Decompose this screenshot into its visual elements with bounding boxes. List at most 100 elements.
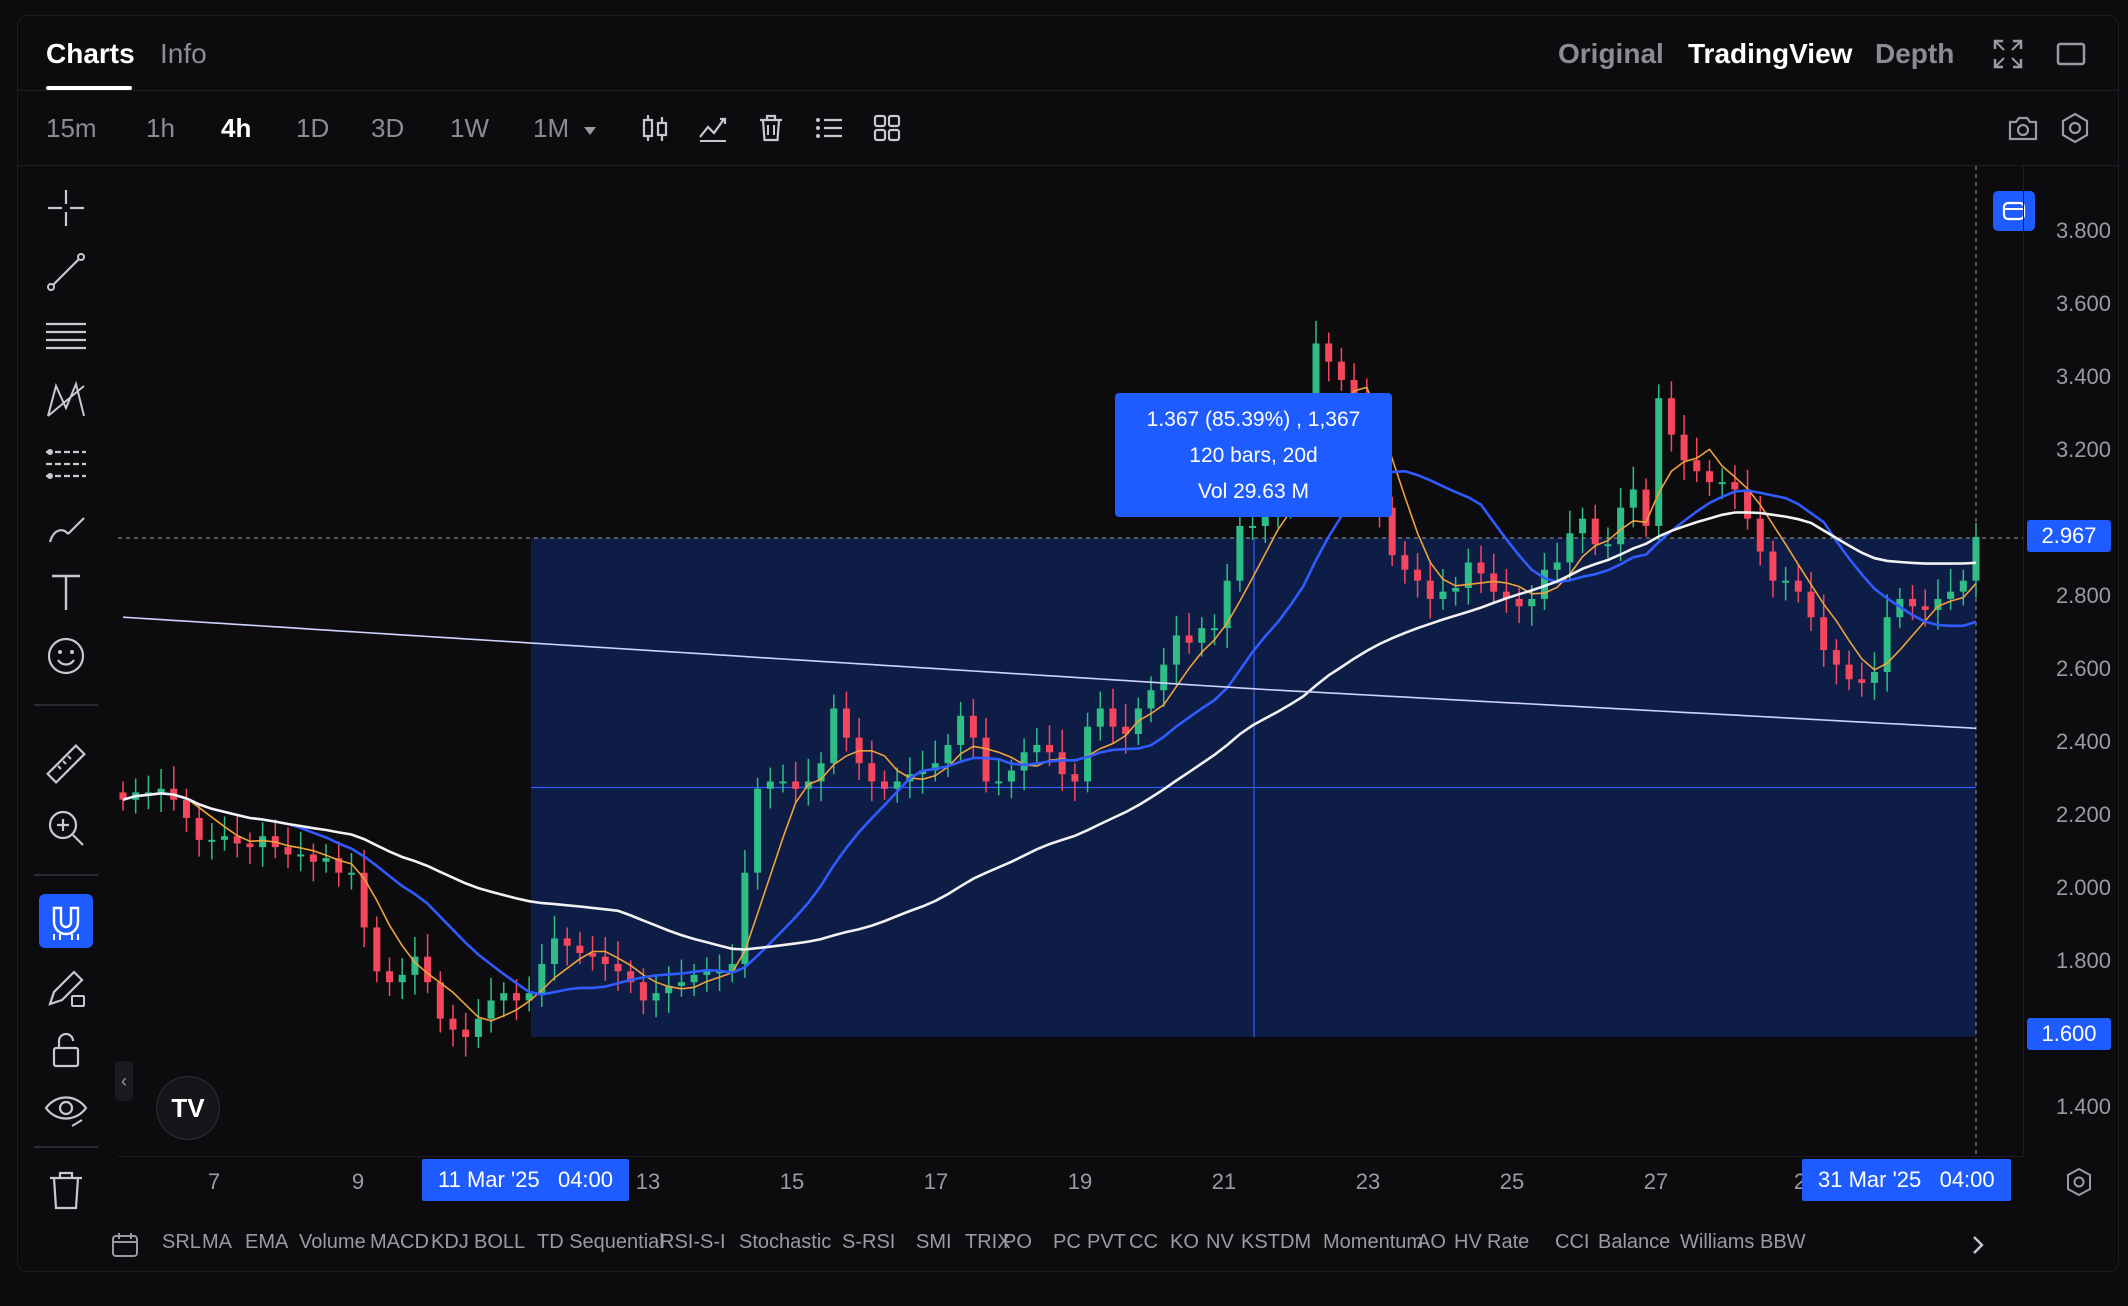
ruler-icon[interactable] (42, 740, 90, 788)
interval-15m[interactable]: 15m (46, 113, 97, 143)
indicator-bbw[interactable]: BBW (1760, 1231, 1806, 1253)
indicator-nv[interactable]: NV (1206, 1231, 1234, 1253)
scroll-to-realtime-button[interactable] (1993, 191, 2035, 231)
indicator-williams[interactable]: Williams (1680, 1231, 1755, 1253)
indicator-dm[interactable]: DM (1280, 1231, 1312, 1253)
emoji-icon[interactable] (42, 632, 90, 680)
edit-lock-icon[interactable] (42, 964, 90, 1012)
axis-settings-icon[interactable] (2063, 1166, 2095, 1198)
candle-body (538, 963, 546, 994)
candle-body (487, 1000, 495, 1019)
trend-line-icon[interactable] (42, 248, 90, 296)
indicator-po[interactable]: PO (1003, 1231, 1032, 1253)
interval-1M[interactable]: 1M (533, 113, 570, 143)
candle-body (690, 974, 698, 983)
interval-3D[interactable]: 3D (371, 113, 405, 143)
indicator-pc[interactable]: PC (1053, 1231, 1081, 1253)
candle-body (157, 788, 165, 793)
candle-body (665, 985, 673, 994)
indicator-cci[interactable]: CCI (1555, 1231, 1590, 1253)
indicator-rate[interactable]: Rate (1487, 1231, 1530, 1253)
fib-retracement-icon[interactable] (42, 440, 90, 488)
indicator-smi[interactable]: SMI (916, 1231, 952, 1253)
interval-1D[interactable]: 1D (296, 113, 330, 143)
crosshair-icon[interactable] (42, 184, 90, 232)
indicator-volume[interactable]: Volume (299, 1231, 366, 1253)
view-depth[interactable]: Depth (1875, 38, 1955, 69)
candle-body (1858, 679, 1866, 683)
candle-body (1147, 690, 1155, 709)
layout-grid-icon[interactable] (870, 111, 904, 145)
tab-charts[interactable]: Charts (46, 38, 135, 69)
indicator-ao[interactable]: AO (1417, 1231, 1446, 1253)
brush-icon[interactable] (42, 504, 90, 552)
indicator-kdj[interactable]: KDJ (431, 1231, 469, 1253)
fullscreen-icon[interactable] (1990, 36, 2026, 72)
ma-slow-line (122, 511, 1977, 951)
candle-body (246, 843, 254, 848)
candle-type-icon[interactable] (638, 111, 672, 145)
indicator-s-rsi[interactable]: S-RSI (842, 1231, 896, 1253)
indicator-hv[interactable]: HV (1454, 1231, 1482, 1253)
indicator-balance[interactable]: Balance (1598, 1231, 1671, 1253)
price-label: 3.800 (2055, 218, 2111, 243)
view-original[interactable]: Original (1558, 38, 1664, 69)
indicator-ko[interactable]: KO (1170, 1231, 1199, 1253)
interval-4h[interactable]: 4h (221, 113, 252, 143)
indicator-ma[interactable]: MA (202, 1231, 232, 1253)
view-tradingview[interactable]: TradingView (1688, 38, 1853, 69)
pattern-icon[interactable] (42, 376, 90, 424)
candle-body (703, 971, 711, 975)
candle-body (1629, 489, 1637, 508)
list-icon[interactable] (812, 111, 846, 145)
chevron-right-icon[interactable] (1970, 1234, 1986, 1256)
chevron-down-icon[interactable] (582, 125, 598, 137)
calendar-icon[interactable] (110, 1231, 140, 1259)
chart-panel: Charts Info Original TradingView Depth 1… (17, 15, 2119, 1272)
candle-body (360, 872, 368, 928)
indicator-macd[interactable]: MACD (370, 1231, 429, 1253)
candle-body (1934, 598, 1942, 610)
visibility-icon[interactable] (42, 1086, 90, 1134)
candle-body (1604, 544, 1612, 547)
toolbar-divider (34, 704, 98, 706)
indicator-pvt[interactable]: PVT (1087, 1231, 1126, 1253)
ma-mid-line (122, 469, 1977, 996)
interval-1h[interactable]: 1h (146, 113, 175, 143)
camera-icon[interactable] (2006, 111, 2040, 145)
indicator-rsi-s-i[interactable]: RSI-S-I (660, 1231, 726, 1253)
indicators-icon[interactable] (696, 111, 730, 145)
indicator-boll[interactable]: BOLL (474, 1231, 526, 1253)
indicator-stochastic[interactable]: Stochastic (739, 1231, 832, 1253)
unlock-icon[interactable] (42, 1026, 90, 1074)
indicator-td-sequential[interactable]: TD Sequential (537, 1231, 664, 1253)
candle-body (1769, 551, 1777, 581)
indicator-trix[interactable]: TRIX (965, 1231, 1011, 1253)
candle-body (347, 872, 355, 875)
candle-body (462, 1029, 470, 1037)
indicator-ema[interactable]: EMA (245, 1231, 289, 1253)
remove-drawings-icon[interactable] (42, 1166, 90, 1214)
tab-info[interactable]: Info (160, 38, 207, 69)
candle-body (830, 708, 838, 764)
indicator-kst[interactable]: KST (1241, 1231, 1280, 1253)
trash-icon[interactable] (754, 111, 788, 145)
horizontal-lines-icon[interactable] (42, 312, 90, 360)
zoom-in-icon[interactable] (42, 804, 90, 852)
interval-1W[interactable]: 1W (450, 113, 489, 143)
indicator-srl[interactable]: SRL (162, 1231, 201, 1253)
candle-body (512, 993, 520, 1001)
collapse-toolbar-button[interactable]: ‹ (115, 1061, 133, 1101)
magnet-icon[interactable] (39, 894, 93, 948)
settings-icon[interactable] (2058, 111, 2092, 145)
price-chart[interactable] (118, 166, 2023, 1156)
time-axis[interactable]: 7 9 13 15 17 19 21 23 25 27 2 11 Mar '25… (118, 1156, 2023, 1207)
current-price-badge: 2.967 (2027, 520, 2111, 552)
indicator-momentum[interactable]: Momentum (1323, 1231, 1424, 1253)
indicator-cc[interactable]: CC (1129, 1231, 1158, 1253)
text-icon[interactable] (42, 568, 90, 616)
candle-body (386, 971, 394, 983)
price-axis[interactable]: 3.800 3.600 3.400 3.200 2.800 2.600 2.40… (2023, 166, 2118, 1156)
candle-body (195, 817, 203, 840)
window-icon[interactable] (2053, 36, 2089, 72)
